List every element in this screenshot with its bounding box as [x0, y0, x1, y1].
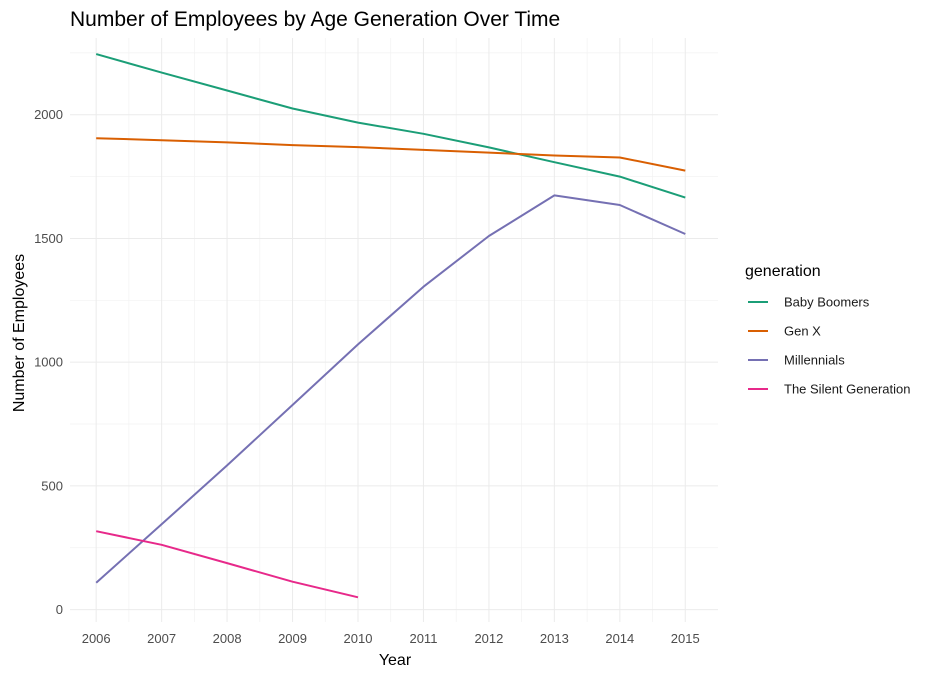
x-tick-label: 2013: [540, 631, 569, 646]
y-tick-label: 500: [41, 478, 63, 493]
x-tick-label: 2010: [344, 631, 373, 646]
legend-label-the-silent-generation: The Silent Generation: [784, 382, 910, 397]
x-tick-label: 2014: [605, 631, 634, 646]
x-tick-label: 2007: [147, 631, 176, 646]
y-tick-label: 2000: [34, 107, 63, 122]
y-tick-label: 1500: [34, 231, 63, 246]
x-tick-label: 2011: [409, 631, 437, 646]
y-axis-title: Number of Employees: [11, 254, 28, 412]
y-axis-ticks: 0 500 1000 1500 2000: [34, 107, 63, 617]
series-line-millennials: [95, 194, 686, 584]
legend-label-millennials: Millennials: [784, 353, 845, 368]
x-axis-ticks: 2006 2007 2008 2009 2010 2011 2012 2013 2014 2015: [82, 631, 700, 646]
series-line-gen-x: [96, 137, 686, 172]
series-layer: [95, 53, 686, 599]
legend-label-gen-x: Gen X: [784, 324, 821, 339]
y-tick-label: 1000: [34, 355, 63, 370]
x-tick-label: 2015: [671, 631, 700, 646]
grid: [70, 38, 718, 622]
x-axis-title: Year: [379, 652, 412, 669]
legend: generation Baby Boomers Gen X Millennials T…: [745, 263, 910, 397]
x-tick-label: 2008: [213, 631, 242, 646]
legend-title: generation: [745, 263, 821, 280]
series-line-the-silent-generation: [95, 530, 359, 599]
series-line-baby-boomers: [95, 53, 686, 199]
x-tick-label: 2009: [278, 631, 307, 646]
x-tick-label: 2012: [474, 631, 503, 646]
chart-title: Number of Employees by Age Generation Ov…: [70, 8, 560, 31]
x-tick-label: 2006: [82, 631, 111, 646]
y-tick-label: 0: [56, 602, 63, 617]
legend-label-baby-boomers: Baby Boomers: [784, 295, 870, 310]
